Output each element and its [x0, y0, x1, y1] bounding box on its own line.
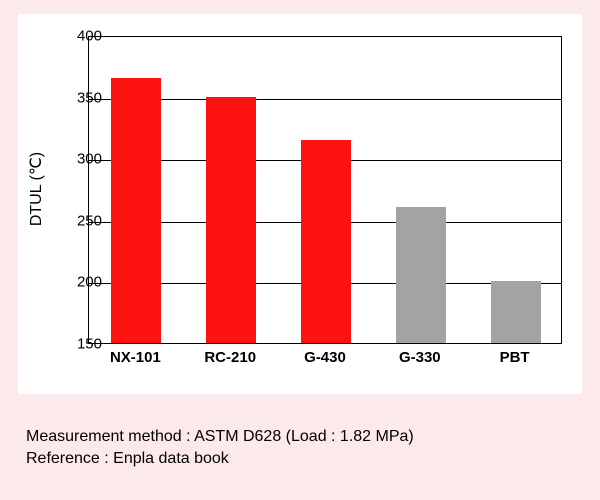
y-tick-label: 300: [62, 151, 102, 168]
x-tick-label: G-430: [304, 349, 346, 366]
bar: [206, 97, 256, 343]
chart-panel: DTUL (℃) 150 200 250 300 350 400 NX-101 RC-210 G…: [18, 14, 582, 394]
y-tick-label: 200: [62, 274, 102, 291]
x-tick-label: G-330: [399, 349, 441, 366]
bar: [491, 281, 541, 343]
y-tick-label: 250: [62, 212, 102, 229]
footer-reference: Reference : Enpla data book: [26, 448, 414, 470]
bar: [111, 78, 161, 343]
bar: [396, 207, 446, 343]
plot-area: [88, 36, 562, 344]
x-tick-label: NX-101: [110, 349, 161, 366]
bar: [301, 140, 351, 343]
y-tick-label: 400: [62, 28, 102, 45]
chart-footer: Measurement method : ASTM D628 (Load : 1…: [26, 426, 414, 469]
y-tick-label: 150: [62, 336, 102, 353]
y-tick-label: 350: [62, 89, 102, 106]
x-tick-label: RC-210: [204, 349, 256, 366]
y-axis-label: DTUL (℃): [26, 89, 46, 289]
x-tick-label: PBT: [500, 349, 530, 366]
footer-method: Measurement method : ASTM D628 (Load : 1…: [26, 426, 414, 448]
